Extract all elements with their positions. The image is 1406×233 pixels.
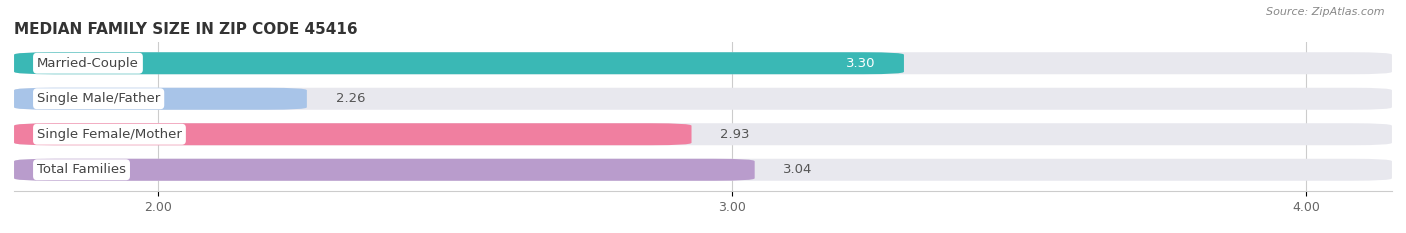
- Text: MEDIAN FAMILY SIZE IN ZIP CODE 45416: MEDIAN FAMILY SIZE IN ZIP CODE 45416: [14, 22, 357, 37]
- Text: Source: ZipAtlas.com: Source: ZipAtlas.com: [1267, 7, 1385, 17]
- FancyBboxPatch shape: [14, 123, 1392, 145]
- Text: 2.93: 2.93: [720, 128, 749, 141]
- FancyBboxPatch shape: [14, 52, 1392, 74]
- FancyBboxPatch shape: [14, 123, 692, 145]
- Text: Total Families: Total Families: [37, 163, 127, 176]
- Text: Single Female/Mother: Single Female/Mother: [37, 128, 181, 141]
- Text: Married-Couple: Married-Couple: [37, 57, 139, 70]
- FancyBboxPatch shape: [14, 159, 755, 181]
- FancyBboxPatch shape: [14, 88, 307, 110]
- FancyBboxPatch shape: [14, 88, 1392, 110]
- Text: 2.26: 2.26: [336, 92, 366, 105]
- Text: 3.04: 3.04: [783, 163, 813, 176]
- Text: 3.30: 3.30: [846, 57, 875, 70]
- FancyBboxPatch shape: [14, 159, 1392, 181]
- FancyBboxPatch shape: [14, 52, 904, 74]
- Text: Single Male/Father: Single Male/Father: [37, 92, 160, 105]
